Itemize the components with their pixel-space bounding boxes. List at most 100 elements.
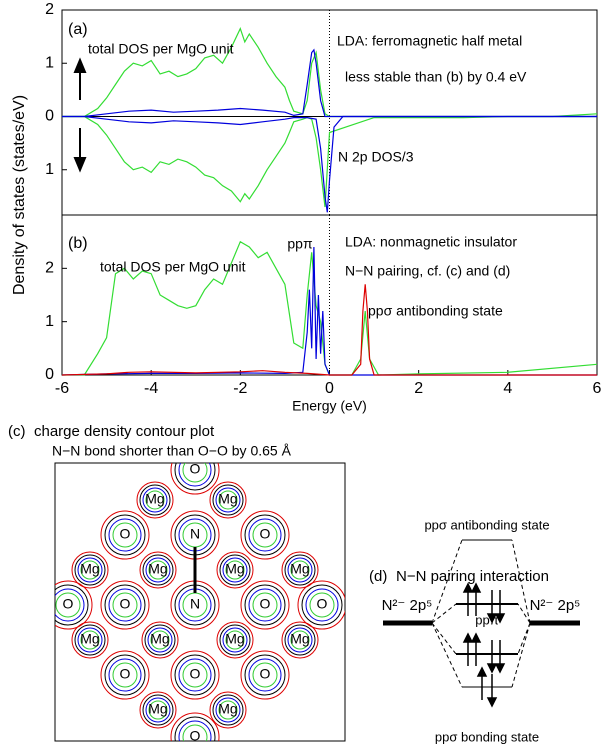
contour	[139, 691, 177, 729]
contour	[108, 658, 142, 692]
contour	[141, 621, 179, 659]
contour	[139, 484, 171, 516]
contour	[150, 630, 170, 650]
contour	[252, 662, 278, 688]
atom-label: N	[190, 526, 200, 542]
atom-label: Mg	[80, 631, 99, 647]
y-tick-label: 1	[45, 54, 54, 71]
contour	[100, 580, 150, 630]
contour	[216, 621, 254, 659]
atom-label: Mg	[290, 631, 309, 647]
contour	[55, 584, 89, 626]
contour	[244, 584, 286, 626]
y-axis-label: Density of states (states/eV)	[11, 95, 28, 295]
contour	[148, 560, 168, 580]
electron-arrows	[462, 582, 506, 708]
dos-line	[62, 48, 597, 118]
contour	[144, 624, 176, 656]
panel-subtitle: N−N bond shorter than O−O by 0.65 Å	[52, 443, 292, 459]
dos-line	[62, 27, 598, 118]
contour	[174, 716, 216, 741]
atom-label: O	[120, 526, 131, 542]
y-tick-label: 0	[45, 108, 54, 125]
atom-label: Mg	[150, 631, 169, 647]
atom-label: Mg	[225, 631, 244, 647]
annotation: N−N pairing, cf. (c) and (d)	[345, 263, 510, 279]
atom-label: Mg	[148, 701, 167, 717]
contour	[178, 720, 212, 741]
contour-plot: O Mg Mg O N O Mg Mg Mg Mg O O N O O Mg Mg Mg Mg O O O Mg Mg O	[55, 463, 345, 744]
x-tick-label: -4	[144, 380, 158, 397]
atom-label: O	[190, 728, 201, 744]
x-tick-label: 6	[593, 380, 602, 397]
contour	[55, 580, 93, 630]
contour	[71, 551, 109, 589]
panel-title: N−N pairing interaction	[396, 568, 549, 585]
atom-label: O	[120, 596, 131, 612]
x-tick-label: 2	[414, 380, 423, 397]
contour	[145, 557, 171, 583]
contour	[284, 624, 316, 656]
contour	[219, 624, 251, 656]
y-tick-label: 0	[45, 366, 54, 383]
annotation: ppπ	[287, 236, 313, 252]
y-tick-label: 2	[45, 260, 54, 277]
dos-line	[62, 240, 598, 376]
pi-label: ppπ	[475, 612, 498, 627]
dos-line	[62, 115, 597, 213]
annotation: less stable than (b) by 0.4 eV	[345, 69, 527, 85]
contour	[248, 588, 282, 622]
y-tick-label: 1	[45, 161, 54, 178]
pairing-diagram	[383, 539, 580, 708]
contour	[170, 712, 220, 741]
contour	[145, 697, 171, 723]
x-tick-label: 4	[503, 380, 512, 397]
contour	[104, 584, 146, 626]
atom-label: Mg	[148, 561, 167, 577]
atom-label: Mg	[218, 491, 237, 507]
contour	[112, 662, 138, 688]
x-tick-label: -2	[233, 380, 247, 397]
contour	[100, 510, 150, 560]
contour	[104, 654, 146, 696]
contour	[240, 650, 290, 700]
atom-label: Mg	[80, 561, 99, 577]
contour	[182, 724, 208, 741]
contour	[182, 463, 208, 483]
contour	[80, 630, 100, 650]
contour	[225, 560, 245, 580]
contour	[142, 487, 168, 513]
contour	[178, 658, 212, 692]
contour	[136, 481, 174, 519]
annotation: LDA: nonmagnetic insulator	[345, 234, 517, 250]
contour	[55, 592, 81, 618]
contour	[240, 510, 290, 560]
contour	[142, 694, 174, 726]
contour	[244, 514, 286, 556]
atom-label: O	[260, 596, 271, 612]
contour	[148, 700, 168, 720]
contour	[100, 650, 150, 700]
atom-label: O	[190, 666, 201, 682]
contour	[290, 560, 310, 580]
atom-label: O	[260, 526, 271, 542]
contour	[174, 654, 216, 696]
x-tick-label: -6	[55, 380, 69, 397]
spin-up-arrow	[73, 57, 87, 100]
contour	[212, 694, 244, 726]
panel-label: (d)	[369, 568, 387, 585]
dos-line	[62, 115, 597, 208]
contour	[215, 487, 241, 513]
contour	[108, 518, 142, 552]
contour	[218, 700, 238, 720]
antibonding-label: ppσ antibonding state	[424, 517, 549, 532]
annotation: ppσ antibonding state	[368, 303, 503, 319]
dos-line	[61, 284, 597, 376]
contour	[248, 658, 282, 692]
contour	[209, 691, 247, 729]
contour	[71, 621, 109, 659]
annotation: LDA: ferromagnetic half metal	[337, 33, 522, 49]
contour	[139, 551, 177, 589]
x-tick-label: 0	[325, 380, 334, 397]
